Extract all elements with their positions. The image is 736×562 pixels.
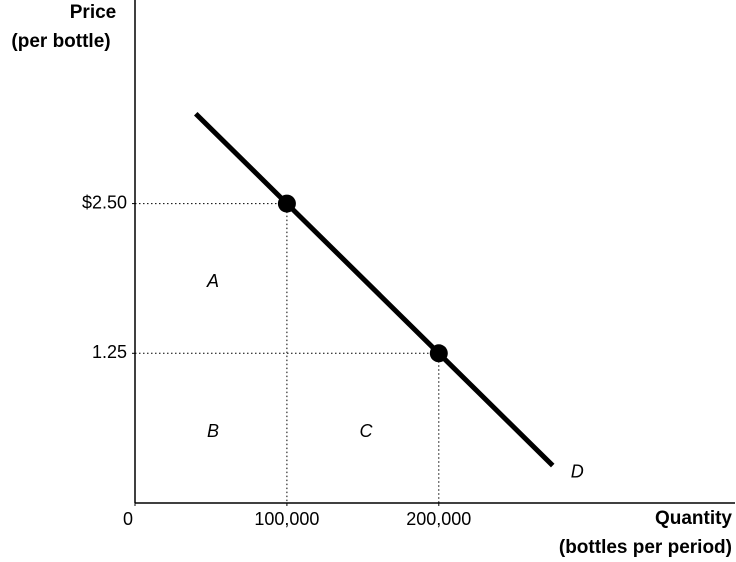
curve-label: D [571,461,584,481]
point [277,194,296,213]
x-axis-label: (bottles per period) [559,537,732,558]
y-axis-label: (per bottle) [11,31,110,52]
y-tick-label: $2.50 [82,192,127,212]
y-tick-label: 1.25 [92,342,127,362]
demand-curve [194,111,555,468]
area-label: A [206,271,219,291]
y-axis-label: Price [70,2,116,23]
area-label: B [207,421,219,441]
x-tick-label: 200,000 [406,509,471,529]
area-label: C [360,421,374,441]
x-tick-label: 0 [123,509,133,529]
x-tick-label: 100,000 [254,509,319,529]
point [429,344,448,363]
x-axis-label: Quantity [655,508,732,529]
